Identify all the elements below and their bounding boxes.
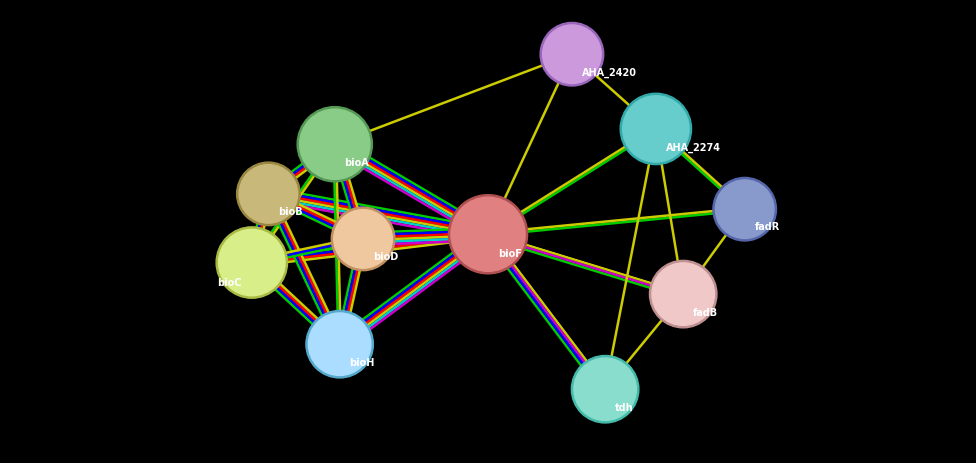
Ellipse shape (451, 198, 525, 272)
Ellipse shape (649, 261, 717, 328)
Ellipse shape (712, 178, 777, 241)
Ellipse shape (543, 26, 601, 84)
Text: tdh: tdh (615, 402, 633, 413)
Ellipse shape (219, 230, 285, 296)
Ellipse shape (300, 110, 370, 180)
Ellipse shape (308, 313, 371, 375)
Text: bioC: bioC (217, 277, 241, 287)
Text: AHA_2420: AHA_2420 (582, 68, 636, 78)
Text: AHA_2274: AHA_2274 (666, 143, 720, 153)
Ellipse shape (216, 227, 288, 299)
Ellipse shape (715, 181, 774, 239)
Ellipse shape (571, 356, 639, 423)
Ellipse shape (334, 210, 392, 269)
Text: bioD: bioD (373, 251, 398, 262)
Ellipse shape (574, 358, 636, 420)
Text: fadR: fadR (754, 222, 780, 232)
Ellipse shape (305, 311, 374, 378)
Text: bioF: bioF (498, 249, 521, 259)
Ellipse shape (239, 165, 298, 224)
Ellipse shape (540, 24, 604, 87)
Ellipse shape (652, 263, 714, 325)
Text: bioB: bioB (278, 206, 303, 217)
Ellipse shape (623, 96, 689, 163)
Text: bioH: bioH (349, 357, 375, 368)
Ellipse shape (620, 94, 692, 165)
Ellipse shape (448, 195, 528, 274)
Text: fadB: fadB (693, 307, 718, 318)
Text: bioA: bioA (345, 158, 369, 168)
Ellipse shape (331, 208, 395, 271)
Ellipse shape (297, 107, 373, 182)
Ellipse shape (236, 163, 301, 226)
